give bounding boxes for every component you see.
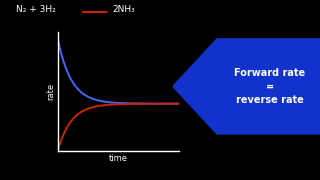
Y-axis label: rate: rate xyxy=(46,83,55,100)
Text: N₂ + 3H₂: N₂ + 3H₂ xyxy=(16,5,56,14)
Polygon shape xyxy=(173,39,320,134)
Text: Forward rate
=
reverse rate: Forward rate = reverse rate xyxy=(234,68,306,105)
Text: 2NH₃: 2NH₃ xyxy=(112,5,135,14)
X-axis label: time: time xyxy=(109,154,128,163)
